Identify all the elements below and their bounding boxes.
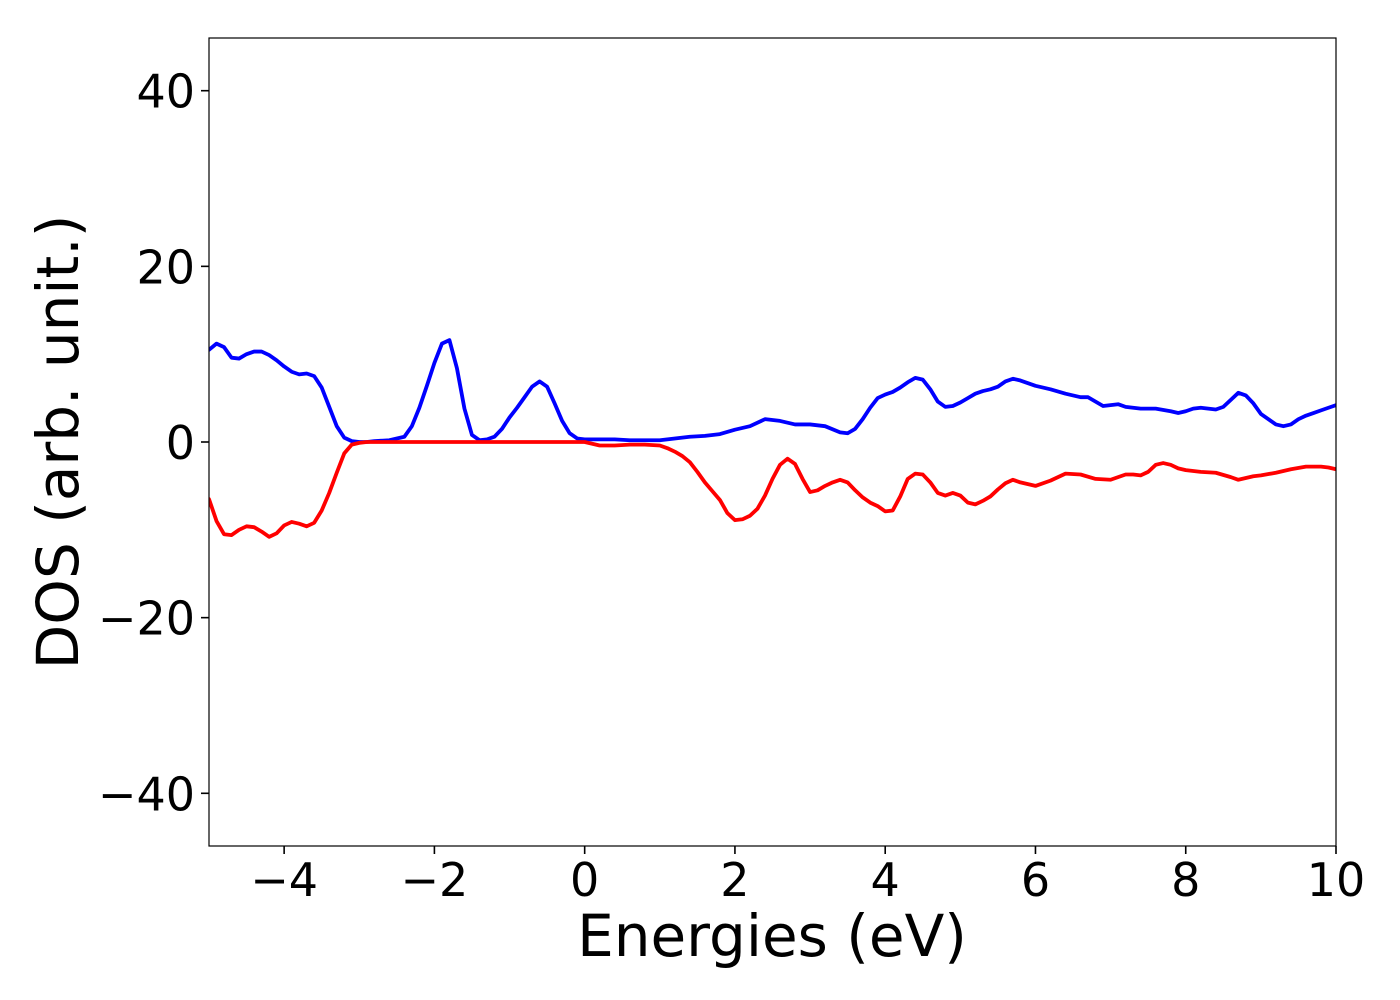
x-tick-label: 0 xyxy=(570,853,599,907)
series-layer xyxy=(209,338,1336,539)
y-axis-title: DOS (arb. unit.) xyxy=(24,215,92,670)
x-axis: −4 −2 0 2 4 6 8 10 xyxy=(250,846,1365,907)
x-tick-label: −2 xyxy=(400,853,468,907)
x-axis-title: Energies (eV) xyxy=(577,902,967,970)
x-tick-label: 2 xyxy=(720,853,749,907)
y-tick-label: −40 xyxy=(98,767,195,821)
x-tick-label: 10 xyxy=(1307,853,1366,907)
y-axis: −40 −20 0 20 40 xyxy=(98,65,209,821)
x-tick-label: 6 xyxy=(1021,853,1050,907)
series-line-1 xyxy=(209,338,1336,444)
y-tick-label: −20 xyxy=(98,592,195,646)
x-tick-label: −4 xyxy=(250,853,318,907)
y-tick-label: 0 xyxy=(166,416,195,470)
x-tick-label: 8 xyxy=(1171,853,1200,907)
y-tick-label: 20 xyxy=(136,240,195,294)
x-tick-label: 4 xyxy=(871,853,900,907)
series-line-2 xyxy=(209,440,1336,539)
y-tick-label: 40 xyxy=(136,65,195,119)
plot-area xyxy=(208,37,1337,847)
